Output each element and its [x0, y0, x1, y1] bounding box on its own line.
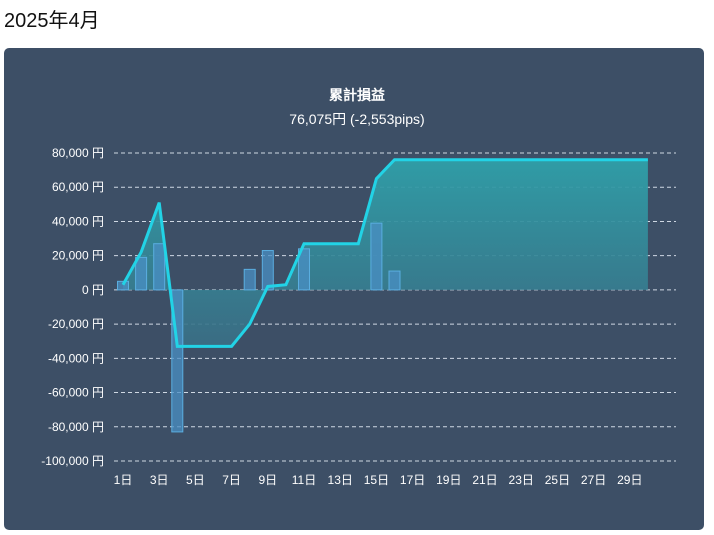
x-tick-label: 9日: [258, 473, 277, 487]
chart-title: 累計損益: [329, 87, 385, 103]
y-tick-label: 20,000 円: [52, 249, 104, 263]
x-tick-label: 21日: [472, 473, 497, 487]
y-tick-label: -100,000 円: [41, 454, 104, 468]
x-axis-ticks: 1日 3日 5日 7日 9日 11日 13日 15日 17日 19日 21日 23日 25日 27日 29日: [114, 473, 643, 487]
daily-pl-bar: [153, 243, 166, 291]
chart-subtitle: 76,075円 (-2,553pips): [289, 111, 425, 127]
y-tick-label: -80,000 円: [48, 420, 104, 434]
x-tick-label: 7日: [222, 473, 241, 487]
x-tick-label: 5日: [186, 473, 205, 487]
y-tick-label: 0 円: [82, 283, 104, 297]
y-tick-label: 60,000 円: [52, 180, 104, 194]
x-tick-label: 29日: [617, 473, 642, 487]
daily-pl-bar: [298, 248, 310, 291]
x-tick-label: 15日: [364, 473, 389, 487]
y-tick-label: -60,000 円: [48, 386, 104, 400]
x-tick-label: 3日: [150, 473, 169, 487]
x-tick-label: 11日: [292, 473, 316, 487]
cumulative-area-fill: [123, 159, 648, 347]
daily-bars: [117, 222, 401, 433]
daily-pl-bar: [388, 270, 401, 291]
daily-pl-bar: [171, 289, 184, 433]
cumulative-line: [121, 158, 648, 348]
x-tick-label: 23日: [509, 473, 534, 487]
cumulative-area: [123, 159, 648, 347]
y-tick-label: -20,000 円: [48, 317, 104, 331]
page-title: 2025年4月: [4, 10, 100, 32]
daily-pl-bar: [370, 222, 383, 291]
x-tick-label: 25日: [545, 473, 570, 487]
x-tick-label: 17日: [400, 473, 425, 487]
daily-pl-bar: [243, 268, 256, 291]
x-tick-label: 27日: [581, 473, 606, 487]
cumulative-line-path: [121, 158, 648, 348]
y-axis-ticks: 80,000 円 60,000 円 40,000 円 20,000 円 0 円 -20,0…: [41, 146, 104, 468]
y-tick-label: 80,000 円: [52, 146, 104, 160]
y-tick-label: 40,000 円: [52, 214, 104, 228]
x-tick-label: 13日: [328, 473, 353, 487]
daily-pl-bar: [117, 280, 129, 291]
daily-pl-bar: [261, 250, 274, 291]
x-tick-label: 1日: [114, 473, 133, 487]
daily-pl-bar: [135, 256, 148, 291]
x-tick-label: 19日: [436, 473, 461, 487]
y-tick-label: -40,000 円: [48, 351, 104, 365]
